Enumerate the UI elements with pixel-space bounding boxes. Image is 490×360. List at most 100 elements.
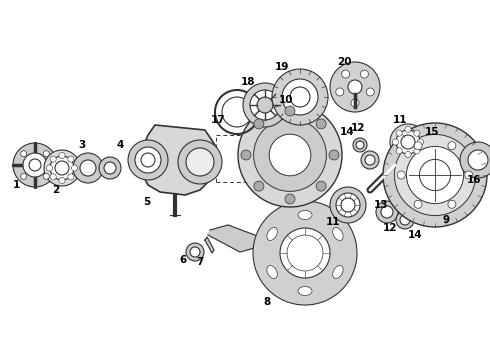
Circle shape (329, 150, 339, 160)
Circle shape (55, 161, 69, 175)
Circle shape (392, 139, 398, 145)
Polygon shape (135, 125, 215, 195)
Circle shape (243, 83, 287, 127)
Circle shape (178, 140, 222, 184)
Text: 12: 12 (351, 123, 365, 133)
Circle shape (44, 150, 80, 186)
Polygon shape (205, 237, 214, 253)
Text: 8: 8 (264, 297, 270, 307)
Circle shape (21, 173, 26, 179)
Circle shape (290, 87, 310, 107)
Circle shape (254, 119, 264, 129)
Circle shape (381, 206, 393, 218)
Text: 7: 7 (196, 257, 204, 267)
Circle shape (419, 159, 451, 190)
Circle shape (408, 143, 432, 167)
Ellipse shape (267, 266, 277, 279)
Text: 1: 1 (12, 180, 20, 190)
Circle shape (351, 99, 359, 107)
Circle shape (448, 142, 456, 150)
Circle shape (68, 174, 74, 180)
Circle shape (465, 171, 473, 179)
Circle shape (460, 142, 490, 178)
Circle shape (468, 150, 488, 170)
Text: 11: 11 (393, 115, 407, 125)
Circle shape (99, 157, 121, 179)
Circle shape (405, 152, 411, 158)
Circle shape (400, 215, 410, 225)
Circle shape (186, 148, 214, 176)
Text: 12: 12 (383, 223, 397, 233)
Text: 3: 3 (78, 140, 86, 150)
Circle shape (73, 153, 103, 183)
Circle shape (253, 201, 357, 305)
Circle shape (342, 70, 349, 78)
Circle shape (285, 194, 295, 204)
Circle shape (43, 173, 49, 179)
Circle shape (43, 151, 49, 157)
Circle shape (29, 159, 41, 171)
Text: 14: 14 (408, 230, 422, 240)
Circle shape (394, 134, 476, 216)
Circle shape (361, 70, 368, 78)
Ellipse shape (298, 211, 312, 220)
Circle shape (13, 143, 57, 187)
Circle shape (356, 141, 364, 149)
Circle shape (282, 79, 318, 115)
Circle shape (396, 130, 402, 136)
Circle shape (21, 151, 26, 157)
Text: 4: 4 (116, 140, 123, 150)
Circle shape (414, 130, 420, 136)
Circle shape (190, 247, 200, 257)
Circle shape (316, 119, 326, 129)
Text: 14: 14 (340, 127, 354, 137)
Ellipse shape (267, 228, 277, 240)
Circle shape (50, 156, 74, 180)
Circle shape (269, 134, 311, 176)
Circle shape (285, 106, 295, 116)
Circle shape (397, 171, 405, 179)
Circle shape (59, 177, 65, 184)
Circle shape (280, 228, 330, 278)
Circle shape (68, 156, 74, 162)
Text: 2: 2 (52, 185, 60, 195)
Text: 6: 6 (179, 255, 187, 265)
Circle shape (417, 139, 423, 145)
Circle shape (406, 147, 464, 204)
Circle shape (341, 198, 355, 212)
Circle shape (186, 243, 204, 261)
Circle shape (50, 156, 56, 162)
Polygon shape (208, 225, 265, 252)
Text: 15: 15 (425, 127, 439, 137)
Circle shape (47, 165, 52, 171)
Circle shape (366, 88, 374, 96)
Circle shape (448, 200, 456, 208)
Circle shape (396, 130, 420, 154)
Circle shape (348, 80, 362, 94)
Circle shape (50, 174, 56, 180)
Text: 13: 13 (374, 200, 388, 210)
Circle shape (336, 193, 360, 217)
Circle shape (80, 160, 96, 176)
Circle shape (128, 140, 168, 180)
Ellipse shape (333, 228, 343, 240)
Circle shape (414, 200, 422, 208)
Circle shape (254, 181, 264, 191)
Text: 19: 19 (275, 62, 289, 72)
Circle shape (390, 124, 426, 160)
Circle shape (257, 97, 273, 113)
Circle shape (396, 211, 414, 229)
Circle shape (414, 142, 422, 150)
Circle shape (316, 181, 326, 191)
Circle shape (238, 103, 342, 207)
Circle shape (23, 153, 47, 177)
Ellipse shape (333, 266, 343, 279)
Ellipse shape (298, 287, 312, 296)
Circle shape (250, 90, 280, 120)
Circle shape (401, 135, 415, 149)
Text: 17: 17 (211, 115, 225, 125)
Text: 20: 20 (337, 57, 351, 67)
Circle shape (376, 201, 398, 223)
Circle shape (104, 162, 116, 174)
Text: 11: 11 (326, 217, 340, 227)
